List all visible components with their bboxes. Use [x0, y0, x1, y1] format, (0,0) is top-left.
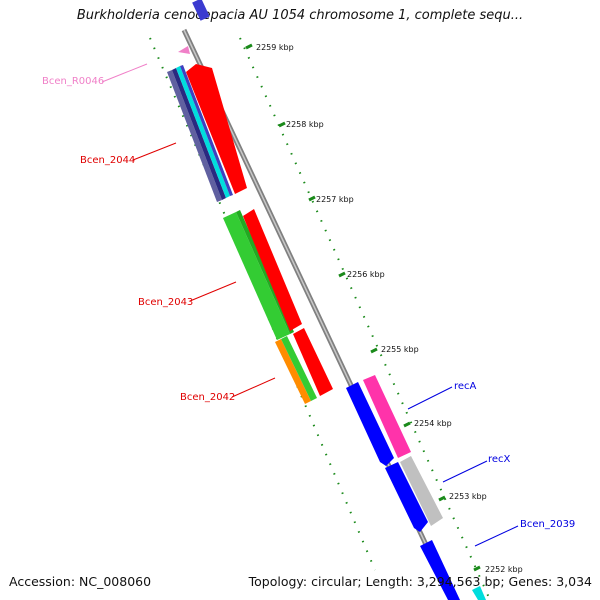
leader-Bcen_2042: [231, 377, 276, 398]
tick-mark: [473, 565, 481, 572]
gene-labels: Bcen_R0046 Bcen_2044 Bcen_2043 Bcen_2042…: [42, 76, 575, 530]
tick-label: 2252 kbp: [485, 565, 523, 574]
leader-Bcen_2043: [189, 281, 237, 302]
tick-mark: [438, 495, 446, 502]
tick-label: 2258 kbp: [286, 120, 324, 129]
gene-arrow-recA-inner[interactable]: [346, 382, 394, 466]
gene-arrow-Bcen_2039-inner[interactable]: [420, 540, 460, 600]
gene-bar-purple[interactable]: [167, 70, 222, 202]
gene-label-recX[interactable]: recX: [488, 454, 511, 465]
gene-label-Bcen_2044[interactable]: Bcen_2044: [80, 155, 135, 166]
gene-arrow-Bcen_2044[interactable]: [186, 64, 247, 194]
leader-Bcen_2044: [132, 142, 177, 161]
gene-arrow-cyan-bottom[interactable]: [472, 586, 486, 600]
gene-arrow-recX-inner[interactable]: [385, 462, 428, 532]
tick-label: 2254 kbp: [414, 419, 452, 428]
reverse-strand-genes: [167, 65, 460, 600]
gene-bar-navy[interactable]: [172, 68, 226, 200]
gene-arrow-red-low[interactable]: [293, 328, 333, 396]
accession-text: Accession: NC_008060: [9, 574, 152, 589]
tick-label: 2253 kbp: [449, 492, 487, 501]
tick-mark: [278, 121, 286, 128]
partial-gene-top[interactable]: [192, 0, 210, 21]
tick-mark: [308, 195, 316, 202]
tick-mark: [370, 347, 378, 354]
map-title: Burkholderia cenocepacia AU 1054 chromos…: [76, 8, 524, 23]
gene-arrow-Bcen_2042[interactable]: [275, 339, 311, 404]
gene-arrow-Bcen_2043[interactable]: [223, 212, 290, 340]
forward-strand-genes: [186, 64, 486, 600]
tick-label: 2259 kbp: [256, 43, 294, 52]
scale-ticks: [245, 43, 481, 572]
gene-arrow-recA[interactable]: [363, 375, 411, 458]
gene-label-Bcen_2039[interactable]: Bcen_2039: [520, 519, 575, 530]
leader-recA: [407, 386, 453, 410]
tick-label: 2257 kbp: [316, 195, 354, 204]
tick-mark: [403, 421, 411, 428]
gene-bar-blue[interactable]: [180, 65, 233, 196]
label-leader-lines: [101, 63, 519, 547]
gene-arrow-recX[interactable]: [400, 456, 443, 526]
tick-mark: [338, 271, 346, 278]
tick-label: 2255 kbp: [381, 345, 419, 354]
tick-mark: [245, 43, 253, 50]
leader-Bcen_2039: [474, 525, 519, 547]
leader-Bcen_R0046: [101, 63, 148, 83]
genome-summary-text: Topology: circular; Length: 3,294,563 bp…: [248, 574, 592, 589]
gene-label-Bcen_2042[interactable]: Bcen_2042: [180, 392, 235, 403]
gene-label-Bcen_2043[interactable]: Bcen_2043: [138, 297, 193, 308]
gene-arrow-Bcen_2042-b[interactable]: [281, 336, 317, 401]
scale-tick-labels: 2259 kbp 2258 kbp 2257 kbp 2256 kbp 2255…: [256, 43, 523, 574]
gene-arrow-Bcen_R0046[interactable]: [178, 46, 190, 54]
gene-bar-cyan[interactable]: [176, 66, 230, 198]
gene-arrow-red-mid[interactable]: [243, 209, 302, 331]
gene-label-Bcen_R0046[interactable]: Bcen_R0046: [42, 76, 104, 87]
gene-label-recA[interactable]: recA: [454, 381, 477, 392]
tick-label: 2256 kbp: [347, 270, 385, 279]
leader-recX: [442, 460, 488, 483]
